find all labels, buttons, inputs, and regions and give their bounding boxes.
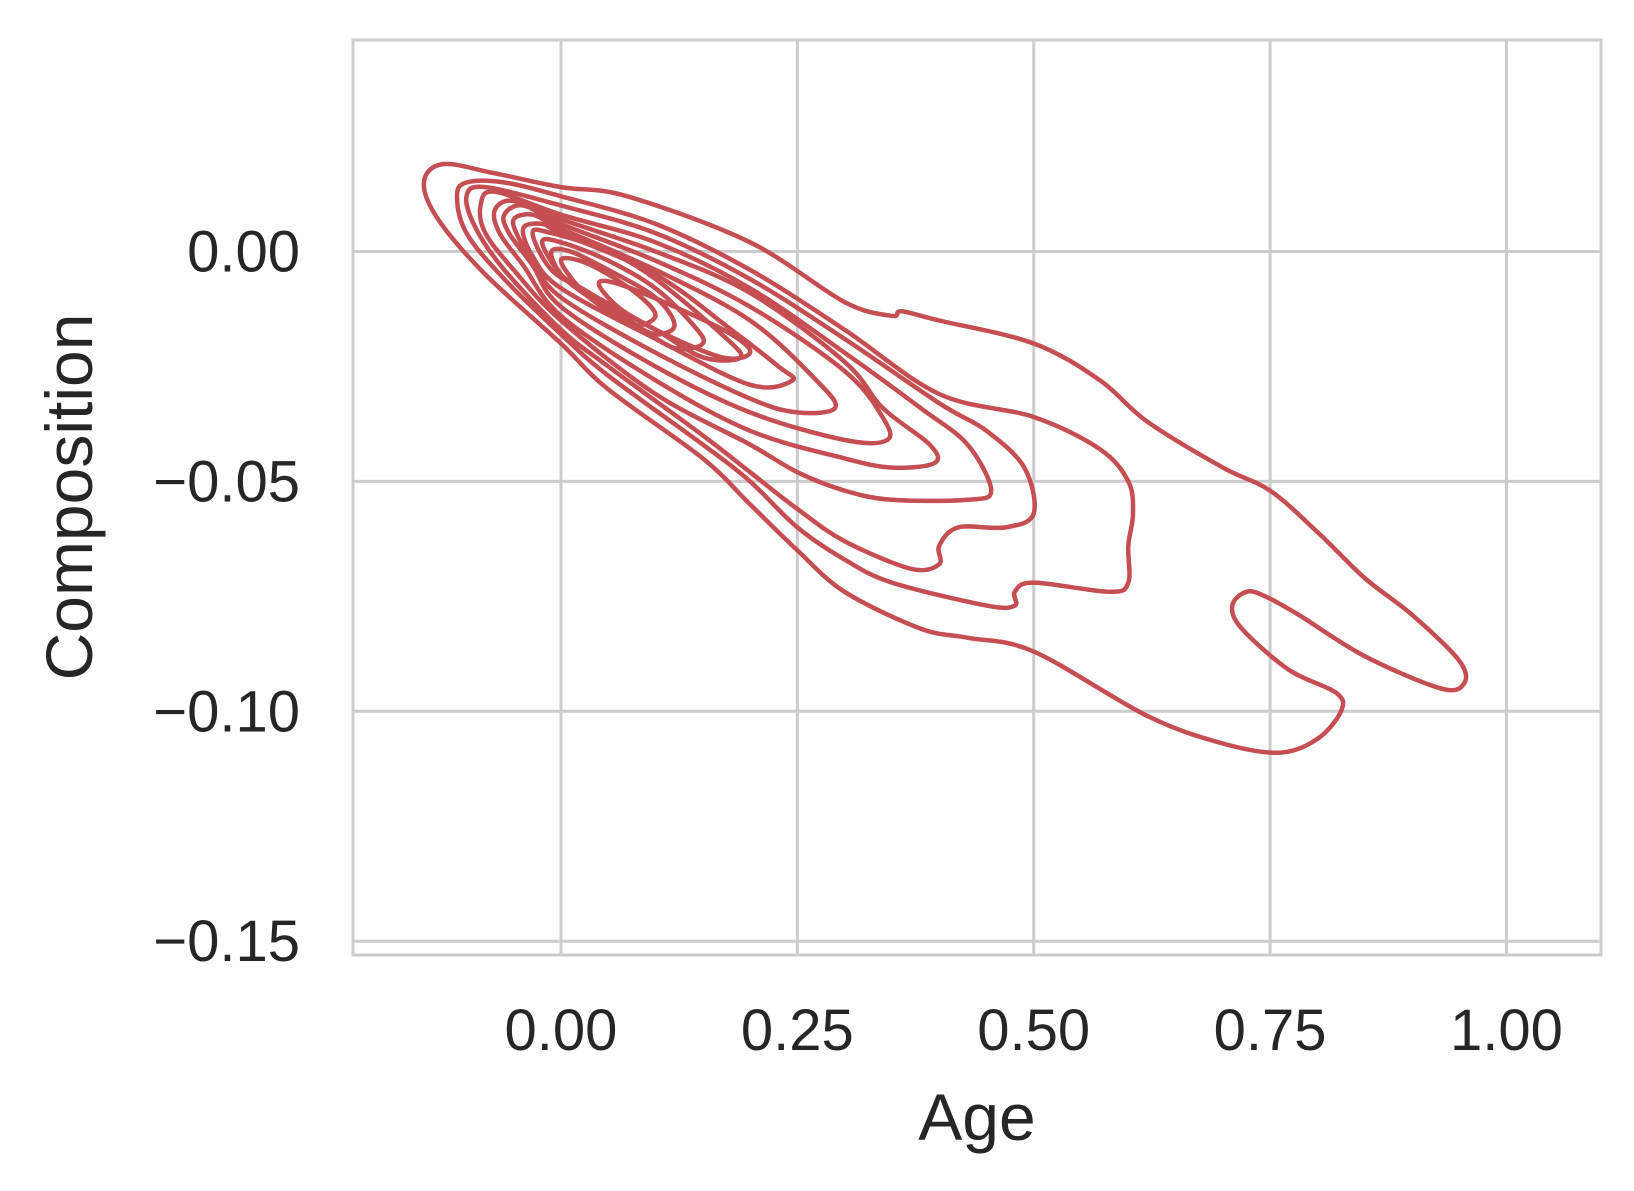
contour-level-7 — [510, 212, 839, 416]
x-tick-label: 0.00 — [505, 998, 618, 1063]
x-axis-label: Age — [918, 1080, 1035, 1154]
y-tick-label: −0.15 — [153, 909, 300, 974]
contour-level-2 — [454, 178, 1136, 611]
contour-level-13 — [596, 278, 753, 361]
y-axis-label: Composition — [32, 314, 106, 681]
y-tick-label: −0.10 — [153, 679, 300, 744]
x-tick-label: 0.75 — [1214, 998, 1327, 1063]
plot-frame — [351, 38, 1603, 957]
contour-level-6 — [501, 203, 893, 446]
contour-level-1 — [421, 161, 1469, 756]
contour-level-11 — [548, 246, 677, 337]
y-tick-label: 0.00 — [187, 220, 300, 285]
contour-level-4 — [477, 189, 994, 504]
x-tick-label: 1.00 — [1450, 998, 1563, 1063]
y-tick-labels: 0.00 −0.05 −0.10 −0.15 — [153, 220, 300, 975]
x-tick-label: 0.25 — [741, 998, 854, 1063]
contour-level-8 — [520, 221, 797, 390]
y-tick-label: −0.05 — [153, 449, 300, 514]
contour-level-5 — [491, 198, 941, 471]
x-tick-labels: 0.00 0.25 0.50 0.75 1.00 — [505, 998, 1563, 1063]
contour-level-3 — [463, 184, 1037, 573]
grid — [353, 40, 1601, 955]
contour-lines — [421, 161, 1469, 756]
x-tick-label: 0.50 — [977, 998, 1090, 1063]
contour-level-12 — [558, 255, 658, 328]
